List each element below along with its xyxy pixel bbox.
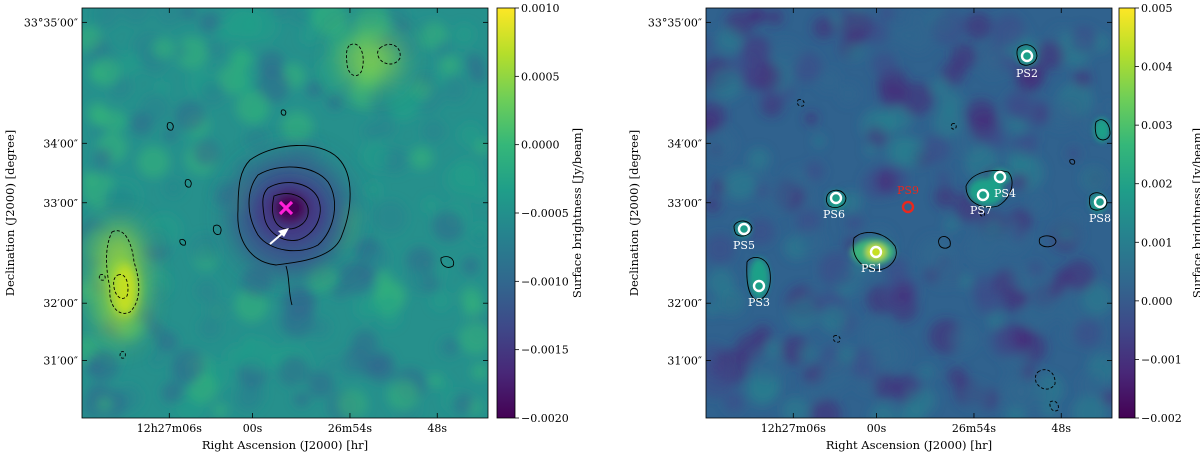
right-colorbar-tick-label: 0.002 [1141, 178, 1173, 191]
arrow-icon [269, 228, 289, 245]
left-y-tick-label: 33°35′00″ [24, 16, 78, 29]
right-x-tick-label: 12h27m06s [761, 422, 827, 435]
left-x-tick-label: 12h27m06s [137, 422, 203, 435]
source-label-ps6: PS6 [823, 208, 845, 221]
source-label-ps9: PS9 [897, 184, 919, 197]
left-y-tick-label: 32′00″ [43, 297, 78, 310]
right-colorbar-tick-label: 0.004 [1141, 61, 1173, 74]
right-y-tick-label: 33°35′00″ [648, 16, 702, 29]
right-plot-frame [705, 7, 1113, 419]
source-marker-ps2 [1020, 49, 1034, 63]
left-colorbar [496, 7, 516, 419]
left-x-tick-label: 48s [427, 422, 447, 435]
source-marker-ps3 [752, 279, 766, 293]
source-marker-ps9 [901, 200, 915, 214]
source-label-ps1: PS1 [861, 262, 883, 275]
left-colorbar-tick-label: 0.0000 [521, 139, 560, 152]
right-map-chart: PS1 PS2 PS3 PS4 PS5 PS6 PS7 PS8 PS9 12h27m06s 00s… [627, 2, 1200, 452]
source-marker-ps7 [976, 188, 990, 202]
left-y-tick-label: 33′00″ [43, 197, 78, 210]
decrement-marker-icon [278, 200, 294, 216]
source-marker-ps1 [869, 245, 883, 259]
source-label-ps5: PS5 [733, 239, 755, 252]
right-x-axis-label: Right Ascension (J2000) [hr] [826, 438, 992, 452]
right-y-tick-label: 33′00″ [667, 197, 702, 210]
left-x-axis-label: Right Ascension (J2000) [hr] [202, 438, 368, 452]
right-colorbar-label: Surface brightness [Jy/beam] [1190, 128, 1200, 298]
left-map-chart: 12h27m06s 00s 26m54s 48s 33°35′00″ 34′00″ 33′0… [3, 2, 584, 452]
right-colorbar-tick-label: 0.005 [1141, 2, 1173, 15]
left-colorbar-tick-label: −0.0010 [521, 275, 569, 288]
right-x-tick-label: 00s [867, 422, 887, 435]
left-colorbar-tick-label: 0.0005 [521, 70, 560, 83]
left-plot-frame [81, 7, 489, 419]
right-y-tick-label: 32′00″ [667, 297, 702, 310]
right-x-tick-label: 48s [1051, 422, 1071, 435]
left-colorbar-label: Surface brightness [Jy/beam] [570, 128, 584, 298]
source-label-ps3: PS3 [748, 296, 770, 309]
source-marker-ps8 [1093, 195, 1107, 209]
source-marker-ps4 [993, 170, 1007, 184]
left-colorbar-tick-label: −0.0015 [521, 344, 569, 357]
left-y-tick-label: 31′00″ [43, 355, 78, 368]
right-map-image: PS1 PS2 PS3 PS4 PS5 PS6 PS7 PS8 PS9 [706, 8, 1112, 418]
source-marker-ps5 [737, 222, 751, 236]
right-colorbar-tick-label: 0.001 [1141, 236, 1173, 249]
right-map-panel: PS1 PS2 PS3 PS4 PS5 PS6 PS7 PS8 PS9 12h27m06s 00s… [600, 0, 1200, 455]
right-y-axis-label: Declination (J2000) [degree] [627, 130, 641, 297]
left-colorbar-tick-label: 0.0010 [521, 2, 560, 15]
source-label-ps4: PS4 [994, 187, 1016, 200]
left-map-panel: 12h27m06s 00s 26m54s 48s 33°35′00″ 34′00″ 33′0… [3, 2, 584, 452]
source-label-ps8: PS8 [1089, 212, 1111, 225]
right-colorbar [1118, 7, 1136, 419]
left-map-image [82, 8, 488, 418]
source-label-ps2: PS2 [1016, 67, 1038, 80]
right-colorbar-tick-label: 0.000 [1141, 295, 1173, 308]
left-x-tick-label: 26m54s [328, 422, 372, 435]
right-colorbar-tick-label: −0.002 [1141, 412, 1182, 425]
right-x-tick-label: 26m54s [952, 422, 996, 435]
left-x-tick-label: 00s [243, 422, 263, 435]
right-colorbar-tick-label: 0.003 [1141, 119, 1173, 132]
source-marker-ps6 [829, 191, 843, 205]
right-y-tick-label: 31′00″ [667, 355, 702, 368]
right-y-tick-label: 34′00″ [667, 137, 702, 150]
left-y-tick-label: 34′00″ [43, 137, 78, 150]
source-label-ps7: PS7 [970, 204, 992, 217]
right-colorbar-tick-label: −0.001 [1141, 353, 1182, 366]
left-colorbar-tick-label: −0.0005 [521, 207, 569, 220]
left-y-axis-label: Declination (J2000) [degree] [3, 130, 17, 297]
left-colorbar-tick-label: −0.0020 [521, 412, 569, 425]
